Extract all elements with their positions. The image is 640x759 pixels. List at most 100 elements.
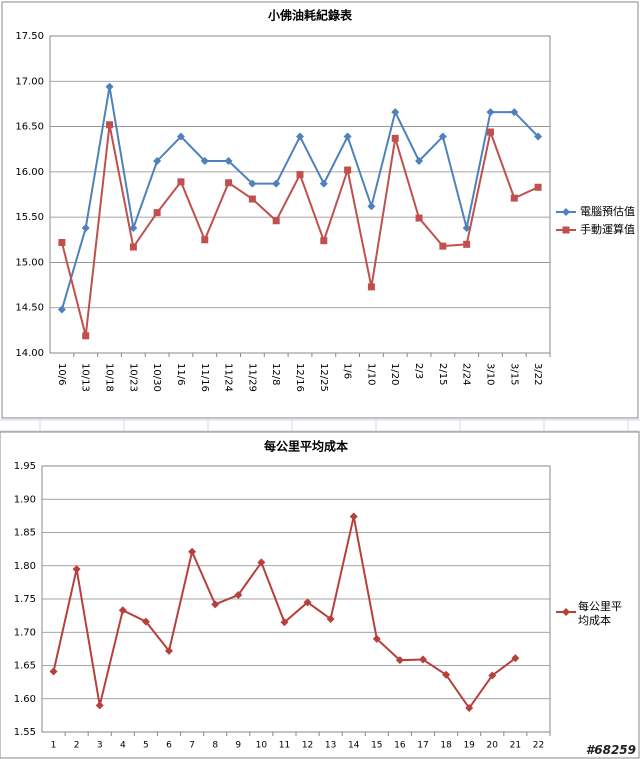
point (372, 634, 381, 643)
x-tick-label: 13 (325, 741, 336, 751)
x-tick-label: 4 (120, 741, 126, 751)
x-tick-label: 2/15 (437, 363, 448, 385)
point (534, 183, 542, 191)
point (344, 166, 352, 174)
y-tick-label: 1.95 (14, 461, 36, 472)
x-tick-label: 1 (51, 741, 57, 751)
y-tick-label: 14.00 (15, 348, 44, 359)
x-tick-label: 1/6 (342, 363, 353, 379)
point (296, 132, 304, 141)
x-tick-label: 14 (348, 741, 360, 751)
y-tick-label: 1.70 (14, 627, 36, 638)
y-tick-label: 15.00 (15, 257, 44, 268)
y-tick-label: 1.85 (14, 528, 36, 539)
point (49, 667, 58, 676)
point (391, 108, 400, 117)
y-tick-label: 17.00 (15, 76, 44, 87)
point (511, 654, 520, 663)
x-tick-label: 10/6 (56, 363, 67, 385)
point (211, 600, 220, 609)
x-tick-label: 11 (279, 741, 290, 751)
point (95, 701, 104, 710)
x-tick-label: 8 (212, 741, 218, 751)
point (562, 226, 570, 234)
y-tick-label: 1.75 (14, 594, 36, 605)
x-tick-label: 11/29 (246, 363, 257, 392)
x-tick-label: 18 (440, 741, 452, 751)
x-tick-label: 12/16 (294, 363, 305, 392)
point (395, 656, 404, 665)
y-tick-label: 1.65 (14, 661, 36, 672)
point (534, 132, 543, 141)
x-tick-label: 9 (235, 741, 241, 751)
x-tick-label: 3/10 (484, 363, 495, 385)
point (280, 618, 289, 627)
point (486, 128, 494, 136)
x-tick-label: 2/3 (413, 363, 424, 379)
legend-label: 電腦預估值 (580, 204, 635, 218)
point (57, 305, 66, 314)
x-tick-label: 3 (97, 741, 103, 751)
x-tick-label: 12/8 (270, 363, 281, 385)
y-tick-label: 1.90 (14, 494, 36, 505)
point (105, 82, 114, 91)
point (510, 194, 518, 202)
point (188, 547, 197, 556)
point (320, 237, 328, 245)
point (272, 217, 280, 225)
x-tick-label: 6 (166, 741, 172, 751)
point (562, 208, 570, 216)
point (367, 283, 375, 291)
x-tick-label: 11/16 (199, 363, 210, 392)
x-tick-label: 3/15 (508, 363, 519, 385)
point (463, 240, 471, 248)
x-tick-label: 2 (74, 741, 80, 751)
x-tick-label: 17 (417, 741, 428, 751)
point (200, 156, 209, 165)
x-tick-label: 10/23 (127, 363, 138, 392)
x-tick-label: 22 (533, 741, 544, 751)
x-tick-label: 21 (510, 741, 521, 751)
y-tick-label: 17.50 (15, 31, 44, 42)
point (58, 239, 66, 247)
chart-frame (1, 1, 639, 419)
point (391, 134, 399, 142)
point (419, 655, 427, 664)
point (234, 591, 243, 600)
point (82, 332, 90, 340)
point (439, 242, 447, 250)
x-tick-label: 10 (256, 741, 268, 751)
x-tick-label: 7 (189, 741, 195, 751)
point (248, 195, 256, 203)
plot-border (49, 35, 551, 354)
point (562, 608, 570, 616)
x-tick-label: 19 (463, 741, 475, 751)
point (201, 236, 209, 244)
y-tick-label: 1.55 (14, 727, 36, 738)
x-tick-label: 11/24 (223, 363, 234, 392)
y-tick-label: 15.50 (15, 212, 44, 223)
point (272, 179, 281, 188)
legend-label: 手動運算值 (580, 222, 635, 236)
y-tick-label: 14.50 (15, 303, 44, 314)
x-tick-label: 1/10 (365, 363, 376, 385)
y-tick-label: 1.60 (14, 694, 36, 705)
point (415, 156, 424, 165)
point (465, 704, 474, 713)
point (224, 156, 233, 165)
x-tick-label: 20 (487, 741, 499, 751)
x-tick-label: 10/18 (104, 363, 115, 392)
x-tick-label: 11/6 (175, 363, 186, 385)
point (118, 606, 127, 615)
point (442, 670, 451, 679)
point (510, 108, 519, 117)
chart-frame (0, 431, 640, 759)
x-tick-label: 3/22 (532, 363, 543, 385)
point (343, 132, 352, 141)
point (129, 243, 137, 251)
point (303, 598, 312, 607)
chart-title: 每公里平均成本 (264, 439, 348, 454)
point (319, 179, 328, 188)
